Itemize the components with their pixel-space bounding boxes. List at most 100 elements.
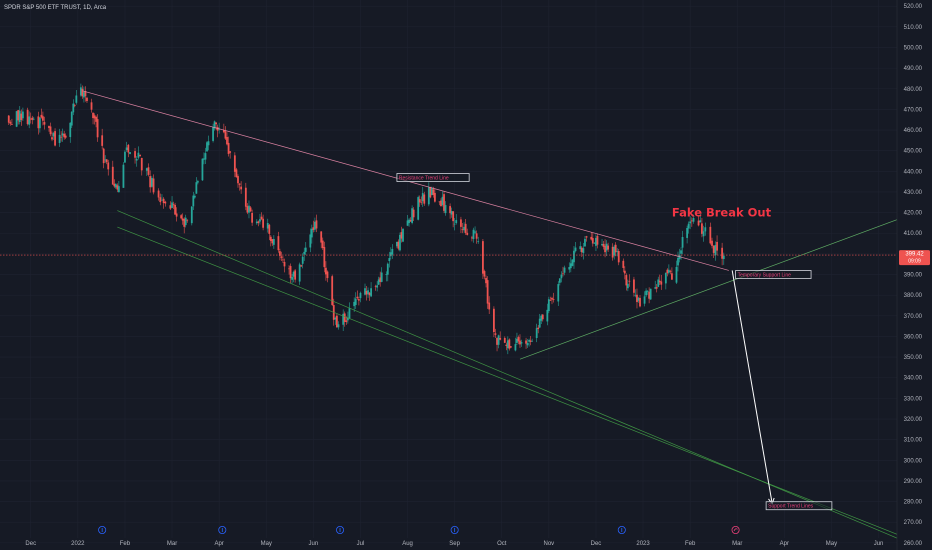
candle-body xyxy=(602,243,605,247)
candle-body xyxy=(563,267,566,273)
y-tick-label: 370.00 xyxy=(904,314,923,320)
annotation-box[interactable] xyxy=(765,501,833,511)
candle-body xyxy=(346,317,349,321)
y-tick-label: 300.00 xyxy=(904,458,923,464)
price-axis-panel[interactable] xyxy=(897,0,932,550)
candle-body xyxy=(537,327,540,329)
candle-body xyxy=(28,116,31,125)
annotation-label: Support Trend Lines xyxy=(768,504,814,510)
candle-body xyxy=(701,223,703,234)
trend-line[interactable] xyxy=(117,226,909,540)
candle-body xyxy=(562,273,564,275)
x-tick-label: May xyxy=(826,541,837,547)
candle-body xyxy=(157,190,160,198)
candle-body xyxy=(623,270,626,274)
candle-body xyxy=(486,280,489,304)
trend-line[interactable] xyxy=(117,210,909,544)
candle-body xyxy=(499,337,502,340)
candle-body xyxy=(622,260,625,268)
dividend-event-icon[interactable] xyxy=(450,526,459,535)
candle-body xyxy=(84,91,87,97)
candle-body xyxy=(113,183,116,187)
candle-body xyxy=(528,339,530,342)
y-tick-label: 350.00 xyxy=(904,355,923,361)
candle-body xyxy=(633,279,635,293)
split-event-icon[interactable] xyxy=(731,526,740,535)
candle-body xyxy=(494,333,497,335)
annotations: Resistance Trend Line Temporary Support L… xyxy=(396,173,833,511)
candle-body xyxy=(551,297,553,300)
candle-body xyxy=(171,202,173,208)
trend-line[interactable] xyxy=(519,212,917,360)
y-tick-label: 280.00 xyxy=(904,500,923,506)
candle-body xyxy=(159,197,162,203)
candle-body xyxy=(233,155,236,172)
dividend-event-icon[interactable] xyxy=(617,526,626,535)
candle-body xyxy=(54,131,56,146)
candle-body xyxy=(452,211,455,222)
candle-body xyxy=(438,201,441,203)
candle-body xyxy=(51,137,53,140)
candle-body xyxy=(359,292,362,299)
candle-body xyxy=(400,232,403,239)
candle-body xyxy=(508,339,511,349)
candle-body xyxy=(312,227,315,230)
candle-body xyxy=(90,102,93,110)
candle-body xyxy=(568,267,571,270)
candle-body xyxy=(64,135,67,138)
candle-body xyxy=(92,112,94,119)
candle-body xyxy=(444,205,447,214)
candle-body xyxy=(505,344,508,346)
candle-body xyxy=(604,245,606,253)
candle-body xyxy=(440,200,442,207)
candle-body xyxy=(48,125,50,129)
candle-body xyxy=(658,280,661,283)
y-tick-label: 480.00 xyxy=(904,87,923,93)
candle-body xyxy=(580,247,583,253)
candle-body xyxy=(325,267,327,275)
candle-body xyxy=(475,233,478,239)
candle-body xyxy=(72,103,75,113)
projection-arrow[interactable] xyxy=(731,270,773,504)
candle-body xyxy=(611,246,614,258)
candle-body xyxy=(406,220,409,226)
x-tick-label: Feb xyxy=(685,541,696,547)
candle-body xyxy=(396,241,398,247)
y-tick-label: 520.00 xyxy=(904,4,923,10)
candle-body xyxy=(571,259,574,266)
dividend-event-icon[interactable] xyxy=(336,526,345,535)
candle-body xyxy=(212,127,214,141)
candle-body xyxy=(150,177,153,187)
candle-body xyxy=(83,92,85,98)
candle-body xyxy=(52,133,55,137)
candle-body xyxy=(549,300,552,301)
annotation-box[interactable] xyxy=(396,173,470,182)
candle-body xyxy=(288,268,290,270)
annotation-fake-break-out[interactable]: Fake Break Out xyxy=(672,206,772,220)
candle-body xyxy=(134,151,136,158)
candle-body xyxy=(343,313,346,322)
candle-body xyxy=(268,224,271,234)
candle-body xyxy=(102,148,105,164)
candle-body xyxy=(614,244,617,253)
annotation-box[interactable] xyxy=(735,270,812,279)
last-price-badge xyxy=(899,250,930,266)
candle-body xyxy=(15,111,18,127)
dividend-event-icon[interactable] xyxy=(98,526,107,535)
candle-body xyxy=(430,188,433,196)
candle-body xyxy=(520,342,523,344)
candle-body xyxy=(540,315,543,321)
candle-body xyxy=(280,256,283,258)
candle-body xyxy=(125,147,128,151)
y-tick-label: 270.00 xyxy=(904,520,923,526)
dividend-event-icon[interactable] xyxy=(218,526,227,535)
candle-body xyxy=(164,201,167,204)
candle-body xyxy=(474,231,476,233)
candle-body xyxy=(671,273,673,280)
candle-body xyxy=(323,246,326,268)
y-tick-label: 440.00 xyxy=(904,169,923,175)
candle-body xyxy=(124,151,126,163)
candle-body xyxy=(472,229,475,240)
candle-body xyxy=(32,118,35,120)
